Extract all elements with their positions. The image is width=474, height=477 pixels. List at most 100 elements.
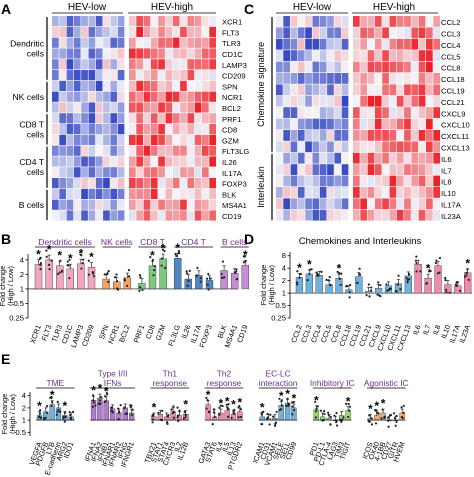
heatmap-cell xyxy=(426,61,433,73)
data-point xyxy=(415,270,418,273)
heatmap-cell xyxy=(81,188,88,199)
heatmap-cell xyxy=(341,130,349,141)
heatmap-cell xyxy=(202,70,209,81)
heatmap-cell xyxy=(73,102,81,113)
heatmap-cell xyxy=(110,102,118,113)
heatmap-cell xyxy=(426,118,433,130)
data-point xyxy=(394,289,397,293)
heatmap-cell xyxy=(209,80,216,91)
heatmap-cell xyxy=(327,130,334,141)
heatmap-cell xyxy=(110,37,118,48)
heatmap-cell xyxy=(165,80,173,91)
data-point xyxy=(80,254,83,257)
data-point xyxy=(213,408,216,411)
heatmap-cell xyxy=(95,48,103,59)
heatmap-cell xyxy=(312,187,320,198)
group-label: NK cells xyxy=(101,237,133,247)
heatmap-a-gene-prf1: PRF1 xyxy=(222,115,241,124)
heatmap-cell xyxy=(334,61,342,73)
heatmap-cell xyxy=(81,145,88,156)
data-point xyxy=(63,420,66,423)
data-point xyxy=(438,256,442,260)
heatmap-cell xyxy=(396,95,404,107)
heatmap-cell xyxy=(150,91,158,102)
heatmap-cell xyxy=(360,50,367,61)
heatmap-cell xyxy=(319,95,327,107)
heatmap-cell xyxy=(129,26,136,37)
bar-tigit xyxy=(345,410,351,421)
heatmap-cell xyxy=(433,175,440,187)
significance-star: * xyxy=(68,252,73,266)
data-point xyxy=(328,275,331,279)
heatmap-cell xyxy=(396,187,404,198)
heatmap-cell xyxy=(319,175,327,187)
heatmap-cell xyxy=(59,124,66,135)
heatmap-cell xyxy=(110,178,118,189)
heatmap-cell xyxy=(367,209,375,221)
heatmap-cell xyxy=(150,37,158,48)
heatmap-cell xyxy=(110,26,118,37)
heatmap-cell xyxy=(66,210,74,221)
y-tick-label: 0.25 xyxy=(9,314,24,323)
heatmap-cell xyxy=(367,130,375,141)
data-point xyxy=(260,413,263,416)
heatmap-cell xyxy=(382,16,389,27)
heatmap-cell xyxy=(353,95,360,107)
heatmap-c xyxy=(276,16,440,221)
heatmap-cell xyxy=(411,209,419,221)
heatmap-cell xyxy=(136,59,143,70)
heatmap-cell xyxy=(276,38,283,50)
heatmap-cell xyxy=(158,59,165,70)
heatmap-cell xyxy=(187,48,195,59)
heatmap-cell xyxy=(312,16,320,27)
bar-ccl3 xyxy=(305,273,313,294)
heatmap-cell xyxy=(129,188,136,199)
group-label: cells xyxy=(27,129,44,139)
x-tick-label: IL13 xyxy=(225,441,238,457)
heatmap-cell xyxy=(341,50,349,61)
heatmap-cell xyxy=(382,84,389,96)
heatmap-cell xyxy=(194,134,202,145)
group-label: TME xyxy=(46,378,64,388)
group-label: cells xyxy=(27,167,44,177)
data-point xyxy=(448,291,451,294)
heatmap-cell xyxy=(312,50,320,61)
heatmap-cell xyxy=(88,134,96,145)
heatmap-cell xyxy=(150,199,158,210)
data-point xyxy=(123,406,126,410)
y-tick-label: 0.5 xyxy=(15,428,26,437)
heatmap-cell xyxy=(59,102,66,113)
heatmap-cell xyxy=(360,209,367,221)
heatmap-cell xyxy=(411,38,419,50)
heatmap-cell xyxy=(341,141,349,153)
heatmap-cell xyxy=(433,16,440,27)
group-label: interaction xyxy=(259,378,298,388)
data-point xyxy=(278,409,281,412)
heatmap-cell xyxy=(374,164,382,175)
heatmap-cell xyxy=(305,141,312,153)
heatmap-cell xyxy=(129,199,136,210)
heatmap-cell xyxy=(73,59,81,70)
data-point xyxy=(327,413,330,417)
data-point xyxy=(153,269,156,272)
data-point xyxy=(64,415,67,418)
heatmap-cell xyxy=(103,199,110,210)
group-label: CD4 T xyxy=(19,157,44,167)
data-point xyxy=(80,267,83,270)
heatmap-cell xyxy=(187,156,195,167)
heatmap-cell xyxy=(143,178,151,189)
data-point xyxy=(385,283,388,286)
heatmap-cell xyxy=(290,164,298,175)
heatmap-cell xyxy=(367,50,375,61)
heatmap-cell xyxy=(194,48,202,59)
data-point xyxy=(91,272,95,275)
heatmap-cell xyxy=(165,134,173,145)
heatmap-cell xyxy=(297,175,305,187)
data-point xyxy=(414,259,418,262)
heatmap-cell xyxy=(360,164,367,175)
heatmap-cell xyxy=(187,178,195,189)
heatmap-cell xyxy=(194,102,202,113)
heatmap-cell xyxy=(117,16,125,27)
